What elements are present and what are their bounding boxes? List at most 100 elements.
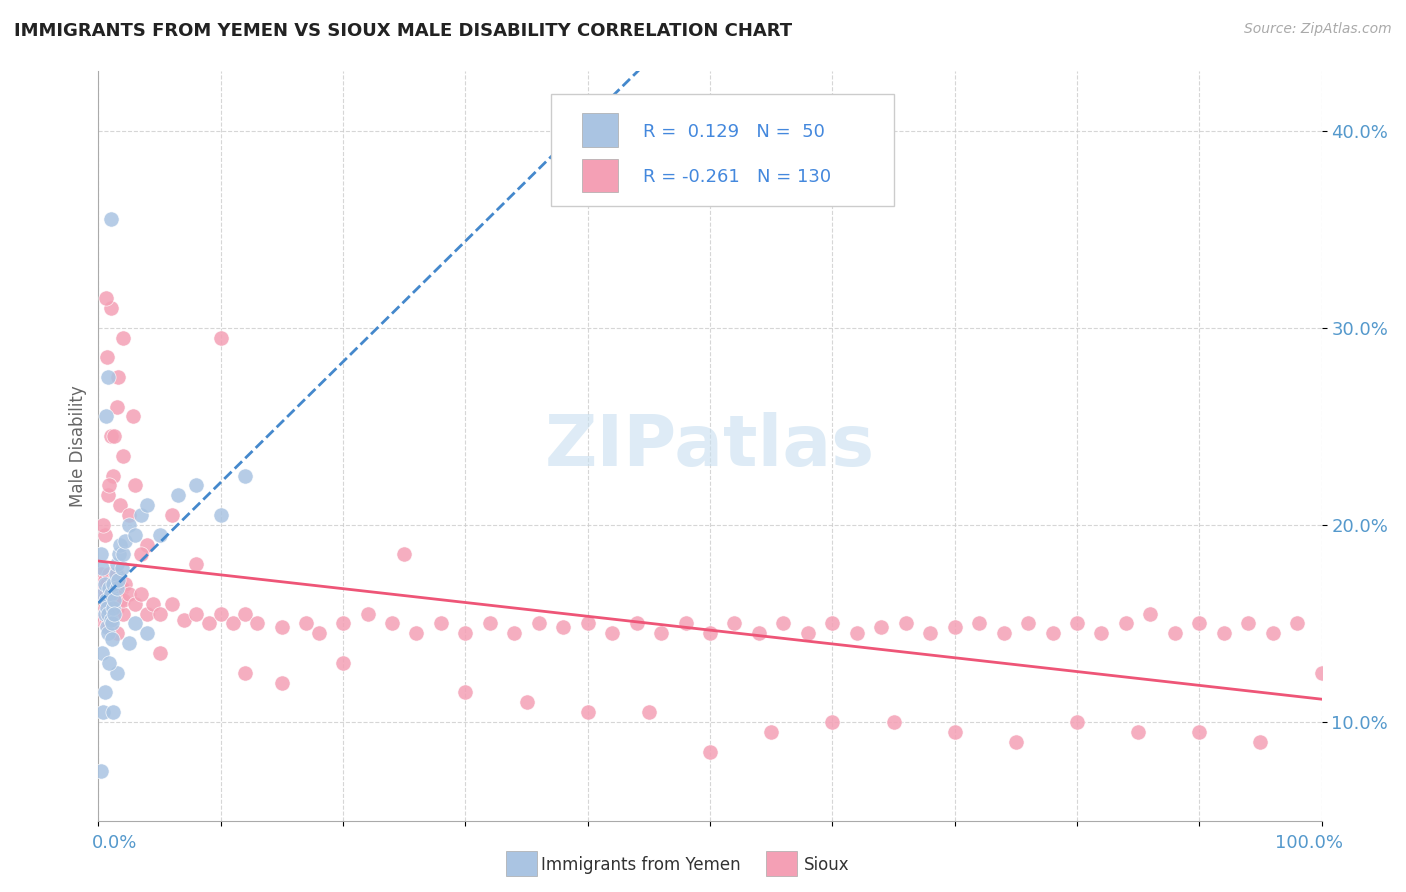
Point xyxy=(121,409,143,424)
Point xyxy=(870,620,893,634)
Point xyxy=(1139,607,1161,621)
Point xyxy=(91,587,114,601)
Point xyxy=(797,626,820,640)
Point xyxy=(90,548,112,562)
Point xyxy=(454,626,477,640)
Point xyxy=(93,607,115,621)
Point xyxy=(233,665,256,680)
Point xyxy=(699,626,721,640)
Point xyxy=(136,607,159,621)
Point xyxy=(100,301,122,315)
Point xyxy=(1042,626,1064,640)
Point xyxy=(107,573,129,587)
Point xyxy=(90,764,112,779)
Point xyxy=(149,527,172,541)
Point xyxy=(96,351,118,365)
Point xyxy=(233,468,256,483)
Point xyxy=(91,613,114,627)
Point xyxy=(114,533,136,548)
Point xyxy=(675,616,697,631)
Point xyxy=(1250,735,1272,749)
Point xyxy=(93,527,115,541)
Point xyxy=(111,592,134,607)
Point xyxy=(98,478,121,492)
Point xyxy=(270,675,294,690)
Point xyxy=(97,488,120,502)
Point xyxy=(96,620,118,634)
Point xyxy=(118,587,141,601)
Point xyxy=(111,581,134,595)
Point xyxy=(295,616,318,631)
Point xyxy=(103,592,125,607)
Point xyxy=(600,626,623,640)
Point xyxy=(91,517,114,532)
Point xyxy=(222,616,245,631)
Point xyxy=(93,573,115,587)
Point xyxy=(105,600,128,615)
Point xyxy=(167,488,190,502)
Point xyxy=(105,400,128,414)
Point xyxy=(118,517,141,532)
Point xyxy=(111,548,134,562)
Point xyxy=(91,587,114,601)
Point xyxy=(1237,616,1260,631)
Point xyxy=(100,429,122,443)
FancyBboxPatch shape xyxy=(582,113,619,146)
Point xyxy=(108,548,131,562)
Point xyxy=(356,607,378,621)
Point xyxy=(100,613,122,627)
Point xyxy=(197,616,219,631)
FancyBboxPatch shape xyxy=(551,94,894,206)
Point xyxy=(478,616,501,631)
Point xyxy=(1188,616,1211,631)
Point xyxy=(101,581,124,595)
Point xyxy=(124,527,146,541)
Point xyxy=(97,616,120,631)
Point xyxy=(186,478,208,492)
Point xyxy=(1090,626,1112,640)
Point xyxy=(430,616,453,631)
Point xyxy=(105,581,128,595)
Point xyxy=(576,616,599,631)
Point xyxy=(308,626,330,640)
Point xyxy=(637,705,661,719)
Point xyxy=(111,607,134,621)
Point xyxy=(124,616,146,631)
Text: 100.0%: 100.0% xyxy=(1275,834,1343,852)
Point xyxy=(270,620,294,634)
Point xyxy=(97,370,120,384)
Point xyxy=(1115,616,1137,631)
Point xyxy=(136,626,159,640)
Point xyxy=(723,616,745,631)
Point xyxy=(111,561,134,575)
Point xyxy=(1017,616,1039,631)
Text: Immigrants from Yemen: Immigrants from Yemen xyxy=(541,856,741,874)
Point xyxy=(101,616,124,631)
Point xyxy=(110,498,132,512)
Point xyxy=(108,577,131,591)
Point xyxy=(124,478,146,492)
Point xyxy=(405,626,427,640)
Point xyxy=(209,607,232,621)
Point xyxy=(626,616,648,631)
Text: R = -0.261   N = 130: R = -0.261 N = 130 xyxy=(643,169,831,186)
Point xyxy=(1066,616,1088,631)
Point xyxy=(93,600,115,615)
Point xyxy=(332,656,354,670)
Point xyxy=(98,656,121,670)
Point xyxy=(105,665,128,680)
Point xyxy=(186,607,208,621)
Point xyxy=(332,616,354,631)
Point xyxy=(1212,626,1234,640)
Point xyxy=(100,212,122,227)
Point xyxy=(136,498,159,512)
Point xyxy=(105,626,128,640)
Point xyxy=(98,581,121,595)
Point xyxy=(107,587,129,601)
Point xyxy=(993,626,1015,640)
Point xyxy=(761,725,783,739)
Point xyxy=(97,607,120,621)
Point xyxy=(105,567,128,582)
Point xyxy=(967,616,990,631)
Point xyxy=(1066,714,1088,729)
